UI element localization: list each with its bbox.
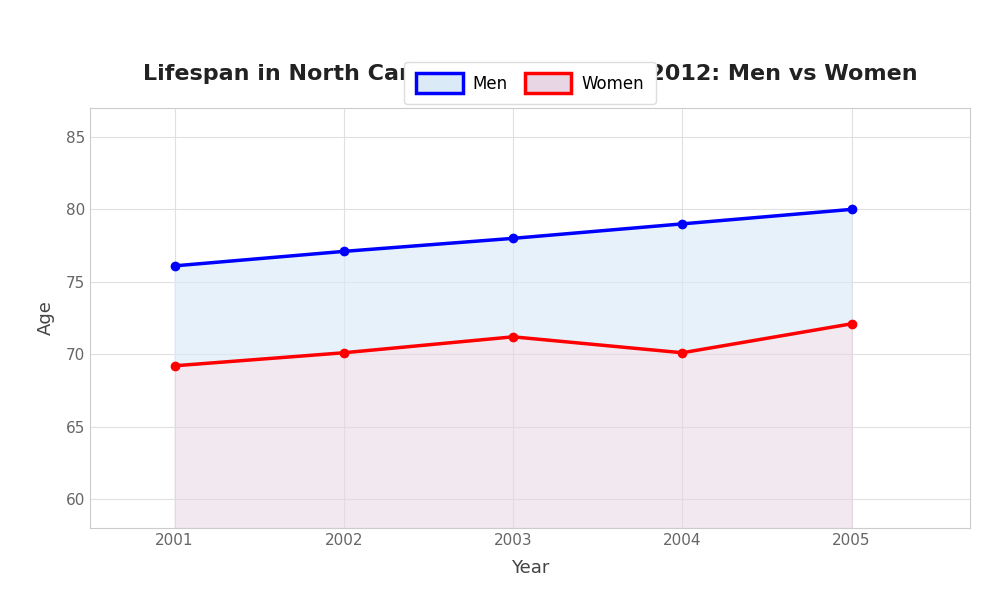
Title: Lifespan in North Carolina from 1959 to 2012: Men vs Women: Lifespan in North Carolina from 1959 to …: [143, 64, 917, 84]
Y-axis label: Age: Age: [37, 301, 55, 335]
Legend: Men, Women: Men, Women: [404, 62, 656, 104]
X-axis label: Year: Year: [511, 559, 549, 577]
